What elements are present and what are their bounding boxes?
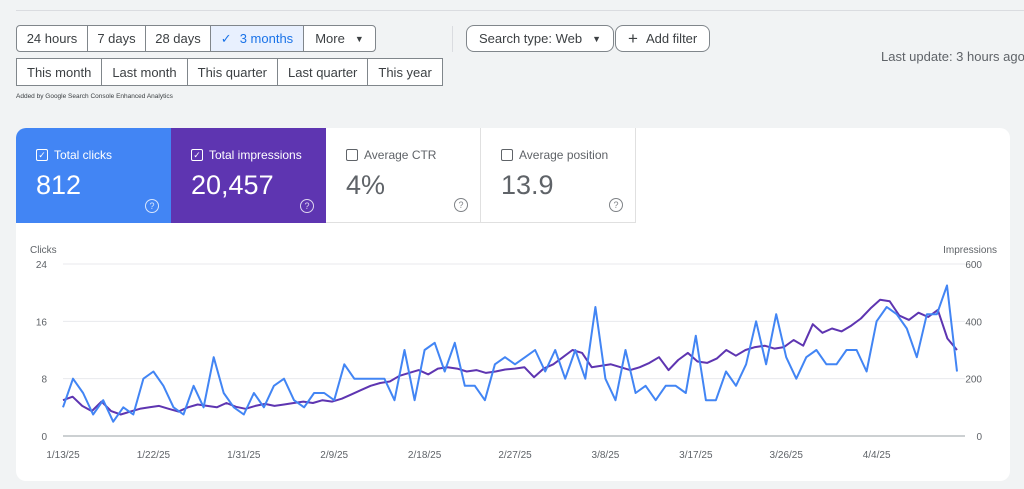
help-icon[interactable]: ? <box>300 199 314 213</box>
performance-card: ✓ Total clicks 812 ? ✓ Total impressions 2… <box>16 128 1010 481</box>
x-tick-label: 1/22/25 <box>137 450 171 461</box>
extension-note: Added by Google Search Console Enhanced … <box>16 93 173 100</box>
y-left-tick-label: 24 <box>36 260 48 271</box>
add-filter-label: Add filter <box>645 31 698 46</box>
help-icon[interactable]: ? <box>609 198 623 212</box>
y-left-tick-label: 0 <box>41 432 47 443</box>
series-line-impressions <box>62 298 958 416</box>
metric-average-position[interactable]: Average position 13.9 ? <box>481 128 636 223</box>
range-3-months-label: 3 months <box>239 31 294 46</box>
y-right-tick-label: 200 <box>965 375 982 386</box>
search-type-label: Search type: Web <box>479 31 583 46</box>
x-tick-label: 2/9/25 <box>320 450 348 461</box>
metric-impressions-label: Total impressions <box>209 148 302 162</box>
y-right-tick-label: 0 <box>976 432 982 443</box>
toolbar-divider <box>452 26 453 52</box>
x-tick-label: 2/27/25 <box>498 450 532 461</box>
checkbox-unchecked-icon[interactable] <box>346 149 358 161</box>
range-more-label: More <box>315 31 345 46</box>
y-right-tick-label: 400 <box>965 317 982 328</box>
x-tick-label: 4/4/25 <box>863 450 891 461</box>
quick-range-last-month[interactable]: Last month <box>101 58 188 86</box>
quick-range-last-quarter[interactable]: Last quarter <box>277 58 369 86</box>
metric-ctr-value: 4% <box>346 170 386 200</box>
metric-clicks-value: 812 <box>36 170 82 200</box>
metric-position-label: Average position <box>519 148 609 162</box>
add-filter-button[interactable]: + Add filter <box>615 25 711 52</box>
range-more-button[interactable]: More ▼ <box>304 26 375 51</box>
y-left-axis-label: Clicks <box>30 245 57 256</box>
y-right-axis-label: Impressions <box>943 245 997 256</box>
metric-total-clicks[interactable]: ✓ Total clicks 812 ? <box>16 128 171 223</box>
caret-down-icon: ▼ <box>354 33 364 44</box>
x-tick-label: 1/13/25 <box>46 450 80 461</box>
y-left-tick-label: 8 <box>41 375 47 386</box>
metric-total-impressions[interactable]: ✓ Total impressions 20,457 ? <box>171 128 326 223</box>
quick-range-this-quarter[interactable]: This quarter <box>186 58 279 86</box>
x-tick-label: 3/17/25 <box>679 450 713 461</box>
metric-impressions-value: 20,457 <box>191 170 274 200</box>
checkbox-checked-icon[interactable]: ✓ <box>36 149 48 161</box>
x-tick-label: 1/31/25 <box>227 450 261 461</box>
top-divider <box>16 10 1024 11</box>
last-update-text: Last update: 3 hours ago <box>881 49 1024 64</box>
checkbox-checked-icon[interactable]: ✓ <box>191 149 203 161</box>
x-tick-label: 3/26/25 <box>770 450 804 461</box>
metric-clicks-label: Total clicks <box>54 148 113 162</box>
x-tick-label: 2/18/25 <box>408 450 442 461</box>
caret-down-icon: ▼ <box>592 33 602 44</box>
metric-average-ctr[interactable]: Average CTR 4% ? <box>326 128 481 223</box>
y-left-tick-label: 16 <box>36 317 48 328</box>
quick-range-row: This month Last month This quarter Last … <box>16 58 443 86</box>
help-icon[interactable]: ? <box>454 198 468 212</box>
checkbox-unchecked-icon[interactable] <box>501 149 513 161</box>
metric-position-value: 13.9 <box>501 170 554 200</box>
y-right-tick-label: 600 <box>965 260 982 271</box>
quick-range-this-month[interactable]: This month <box>16 58 103 86</box>
checkmark-icon: ✓ <box>220 30 232 46</box>
range-7-days-button[interactable]: 7 days <box>88 26 146 51</box>
range-24-hours-button[interactable]: 24 hours <box>17 26 88 51</box>
series-line-clicks <box>62 284 958 423</box>
quick-range-this-year[interactable]: This year <box>367 58 443 86</box>
x-tick-label: 3/8/25 <box>592 450 620 461</box>
date-range-selector: 24 hours 7 days 28 days ✓ 3 months More … <box>16 25 376 52</box>
range-28-days-button[interactable]: 28 days <box>146 26 211 51</box>
plus-icon: + <box>628 29 638 48</box>
help-icon[interactable]: ? <box>145 199 159 213</box>
metric-ctr-label: Average CTR <box>364 148 437 162</box>
performance-chart[interactable]: 0 8 16 24 0 200 400 600 Clicks Impressions 1/13/25… <box>16 128 1010 481</box>
range-3-months-button[interactable]: ✓ 3 months <box>211 26 304 51</box>
search-type-dropdown[interactable]: Search type: Web ▼ <box>466 25 615 52</box>
